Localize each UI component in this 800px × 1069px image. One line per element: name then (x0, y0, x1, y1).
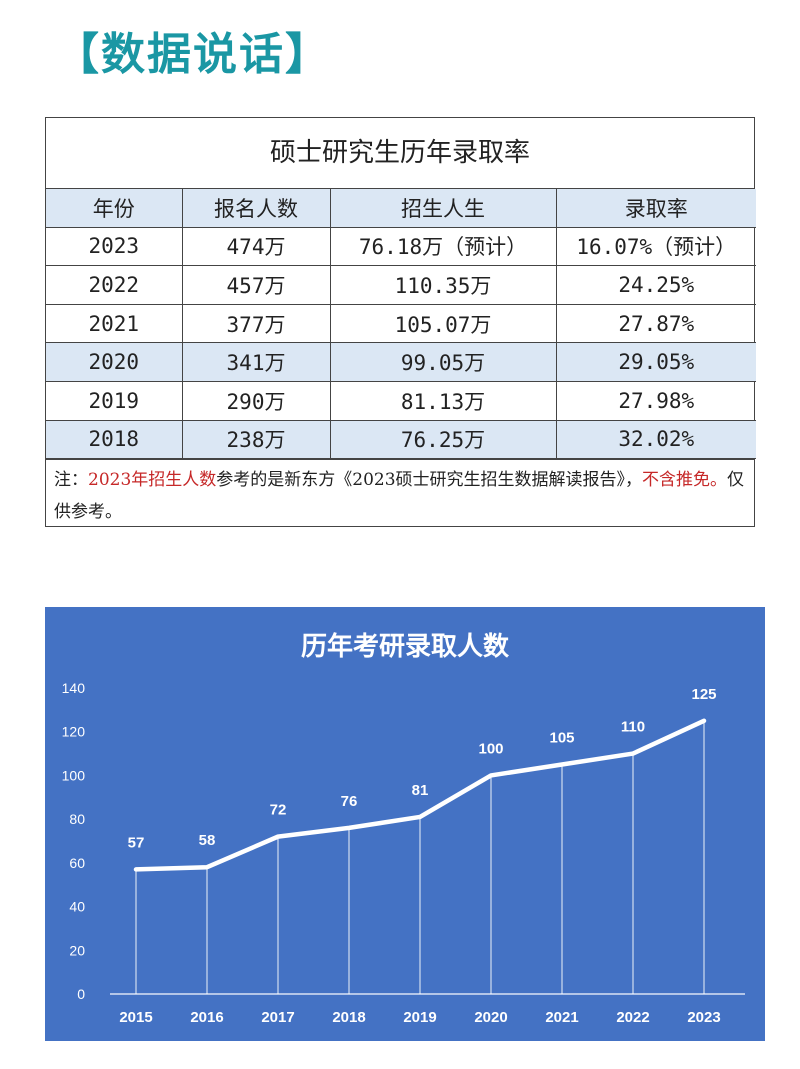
table-row: 2020 341万 99.05万 29.05% (46, 342, 756, 382)
column-header: 报名人数 (181, 189, 331, 228)
table-cell: 24.25% (555, 265, 756, 305)
y-tick-label: 140 (62, 680, 86, 696)
y-tick-label: 0 (77, 986, 85, 1002)
data-label: 58 (199, 832, 216, 849)
column-header: 招生人生 (329, 189, 557, 228)
table-cell: 2018 (46, 419, 183, 460)
note-highlight-2: 不含推免。 (642, 470, 728, 491)
data-label: 72 (270, 802, 287, 819)
table-cell: 81.13万 (329, 380, 557, 421)
note-body: 参考的是新东方《2023硕士研究生招生数据解读报告》， (216, 470, 643, 491)
x-tick-label: 2015 (119, 1009, 152, 1026)
table-cell: 2019 (46, 380, 183, 421)
table-title: 硕士研究生历年录取率 (46, 118, 754, 189)
data-label: 105 (549, 730, 574, 747)
table-cell: 2022 (46, 265, 183, 305)
table-row: 2023 474万 76.18万（预计） 16.07%（预计） (46, 226, 756, 267)
table-row: 2022 457万 110.35万 24.25% (46, 265, 756, 305)
data-label: 76 (341, 793, 358, 810)
table-cell: 290万 (181, 380, 331, 421)
data-table: 年份 报名人数 招生人生 录取率 2023 474万 76.18万（预计） 16.07%（预计… (46, 189, 756, 460)
y-tick-label: 100 (62, 767, 86, 783)
data-label: 110 (621, 719, 645, 736)
table-cell: 341万 (181, 342, 331, 382)
table-note: 注：2023年招生人数参考的是新东方《2023硕士研究生招生数据解读报告》，不含… (46, 459, 754, 532)
table-cell: 457万 (181, 265, 331, 305)
x-tick-label: 2020 (474, 1009, 507, 1026)
table-cell: 16.07%（预计） (555, 226, 756, 267)
note-prefix: 注： (54, 470, 88, 491)
table-cell: 32.02% (555, 419, 756, 460)
data-label: 81 (412, 782, 429, 799)
table-row: 2019 290万 81.13万 27.98% (46, 380, 756, 421)
table-cell: 474万 (181, 226, 331, 267)
admission-rate-table: 硕士研究生历年录取率 年份 报名人数 招生人生 录取率 2023 474万 76.18万（预… (45, 117, 756, 527)
table-header-row: 年份 报名人数 招生人生 录取率 (46, 189, 756, 228)
y-tick-label: 40 (69, 899, 85, 915)
table-row: 2018 238万 76.25万 32.02% (46, 419, 756, 460)
note-highlight-1: 2023年招生人数 (88, 470, 217, 491)
page-header: 【数据说话】 (55, 29, 331, 80)
data-label: 125 (691, 686, 716, 703)
y-tick-label: 120 (62, 724, 86, 740)
column-header: 年份 (46, 189, 183, 228)
table-cell: 2020 (46, 342, 183, 382)
table-cell: 2021 (46, 303, 183, 344)
y-tick-label: 60 (69, 855, 85, 871)
table-cell: 110.35万 (329, 265, 557, 305)
y-tick-label: 20 (69, 942, 85, 958)
table-row: 2021 377万 105.07万 27.87% (46, 303, 756, 344)
x-tick-label: 2023 (687, 1009, 720, 1026)
table-cell: 105.07万 (329, 303, 557, 344)
table-cell: 29.05% (555, 342, 756, 382)
x-tick-label: 2016 (190, 1009, 223, 1026)
table-cell: 76.25万 (329, 419, 557, 460)
x-tick-label: 2017 (261, 1009, 294, 1026)
x-tick-label: 2019 (403, 1009, 436, 1026)
table-cell: 27.98% (555, 380, 756, 421)
y-tick-label: 80 (69, 811, 85, 827)
admissions-line-chart: 历年考研录取人数 0 20 40 60 80 100 120 140 57 58 72 76 81 100 1… (45, 607, 765, 1041)
table-cell: 377万 (181, 303, 331, 344)
series-line (133, 718, 707, 872)
table-cell: 99.05万 (329, 342, 557, 382)
x-tick-label: 2021 (545, 1009, 578, 1026)
table-cell: 238万 (181, 419, 331, 460)
table-cell: 76.18万（预计） (329, 226, 557, 267)
x-tick-label: 2018 (332, 1009, 365, 1026)
x-tick-label: 2022 (616, 1009, 649, 1026)
data-label: 57 (128, 834, 145, 851)
table-cell: 2023 (46, 226, 183, 267)
chart-svg: 历年考研录取人数 0 20 40 60 80 100 120 140 57 58 72 76 81 100 1… (62, 631, 745, 1026)
chart-title: 历年考研录取人数 (301, 631, 510, 662)
data-label: 100 (478, 740, 503, 757)
table-cell: 27.87% (555, 303, 756, 344)
note-suffix: 仅供参考。 (54, 470, 745, 523)
column-header: 录取率 (555, 189, 756, 228)
